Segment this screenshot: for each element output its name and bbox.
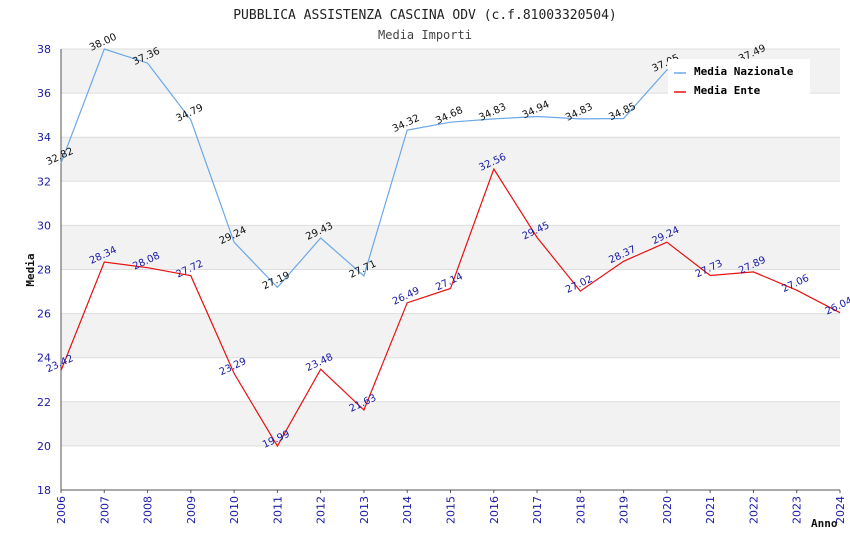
grid-band: [61, 445, 840, 490]
legend-label-media-ente: Media Ente: [694, 84, 761, 97]
grid-bands: [61, 48, 840, 491]
x-tick-label: 2015: [445, 496, 458, 524]
x-tick-label: 2023: [791, 496, 804, 524]
x-tick-label: 2017: [531, 496, 544, 524]
x-tick-label: 2013: [358, 496, 371, 524]
x-tick-label: 2011: [271, 496, 284, 524]
grid-band: [61, 225, 840, 270]
y-tick-label: 26: [37, 308, 51, 321]
series-lines: [60, 48, 841, 448]
x-tick-label: 2016: [488, 496, 501, 524]
x-tick-label: 2008: [142, 496, 155, 524]
chart-title: PUBBLICA ASSISTENZA CASCINA ODV (c.f.810…: [233, 8, 617, 23]
x-tick-label: 2021: [704, 496, 717, 524]
chart-subtitle: Media Importi: [378, 28, 472, 42]
y-tick-label: 34: [37, 131, 51, 144]
grid-band: [61, 137, 840, 182]
legend-box: [668, 59, 810, 95]
grid-band: [61, 401, 840, 446]
y-axis-label: Media: [24, 253, 37, 286]
grid-band: [61, 93, 840, 138]
x-tick-label: 2022: [747, 496, 760, 524]
grid-band: [61, 313, 840, 358]
x-tick-label: 2010: [228, 496, 241, 524]
series-line-media-nazionale: [60, 48, 754, 289]
y-tick-label: 18: [37, 484, 51, 497]
x-tick-label: 2024: [834, 496, 847, 524]
x-tick-label: 2014: [401, 496, 414, 524]
y-tick-label: 32: [37, 175, 51, 188]
x-axis-label: Anno: [811, 517, 838, 530]
x-tick-label: 2007: [98, 496, 111, 524]
y-tick-label: 24: [37, 352, 51, 365]
x-tick-label: 2006: [55, 496, 68, 524]
grid-band: [61, 357, 840, 402]
y-tick-label: 36: [37, 87, 51, 100]
y-axis-ticks: 18 20 22 24 26 28 30 32 34 36 38: [37, 43, 51, 497]
x-tick-label: 2020: [661, 496, 674, 524]
y-tick-label: 28: [37, 264, 51, 277]
legend: Media Nazionale Media Ente: [668, 59, 810, 97]
x-tick-label: 2009: [185, 496, 198, 524]
x-tick-label: 2012: [315, 496, 328, 524]
legend-label-media-nazionale: Media Nazionale: [694, 65, 794, 78]
x-tick-label: 2018: [574, 496, 587, 524]
series-line-media-ente: [60, 167, 841, 448]
y-tick-label: 20: [37, 440, 51, 453]
y-tick-label: 22: [37, 396, 51, 409]
y-tick-label: 38: [37, 43, 51, 56]
y-tick-label: 30: [37, 219, 51, 232]
x-tick-label: 2019: [618, 496, 631, 524]
grid-band: [61, 181, 840, 226]
x-axis-ticks: 2006 2007 2008 2009 2010 2011 2012 2013 2014 2015…: [55, 490, 847, 524]
